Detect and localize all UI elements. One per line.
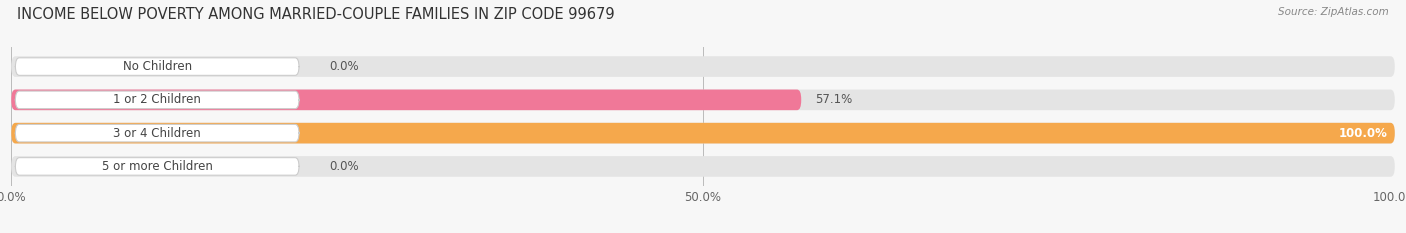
Text: INCOME BELOW POVERTY AMONG MARRIED-COUPLE FAMILIES IN ZIP CODE 99679: INCOME BELOW POVERTY AMONG MARRIED-COUPL… bbox=[17, 7, 614, 22]
Text: 0.0%: 0.0% bbox=[329, 60, 359, 73]
Text: 57.1%: 57.1% bbox=[815, 93, 852, 106]
Text: Source: ZipAtlas.com: Source: ZipAtlas.com bbox=[1278, 7, 1389, 17]
Text: No Children: No Children bbox=[122, 60, 191, 73]
Text: 100.0%: 100.0% bbox=[1339, 127, 1388, 140]
FancyBboxPatch shape bbox=[15, 58, 299, 75]
FancyBboxPatch shape bbox=[11, 89, 801, 110]
FancyBboxPatch shape bbox=[11, 56, 1395, 77]
Text: 3 or 4 Children: 3 or 4 Children bbox=[114, 127, 201, 140]
FancyBboxPatch shape bbox=[11, 123, 1395, 144]
FancyBboxPatch shape bbox=[15, 158, 299, 175]
FancyBboxPatch shape bbox=[15, 91, 299, 109]
FancyBboxPatch shape bbox=[11, 89, 1395, 110]
FancyBboxPatch shape bbox=[11, 123, 1395, 144]
FancyBboxPatch shape bbox=[15, 124, 299, 142]
Text: 0.0%: 0.0% bbox=[329, 160, 359, 173]
FancyBboxPatch shape bbox=[11, 156, 1395, 177]
Text: 5 or more Children: 5 or more Children bbox=[101, 160, 212, 173]
Text: 1 or 2 Children: 1 or 2 Children bbox=[114, 93, 201, 106]
